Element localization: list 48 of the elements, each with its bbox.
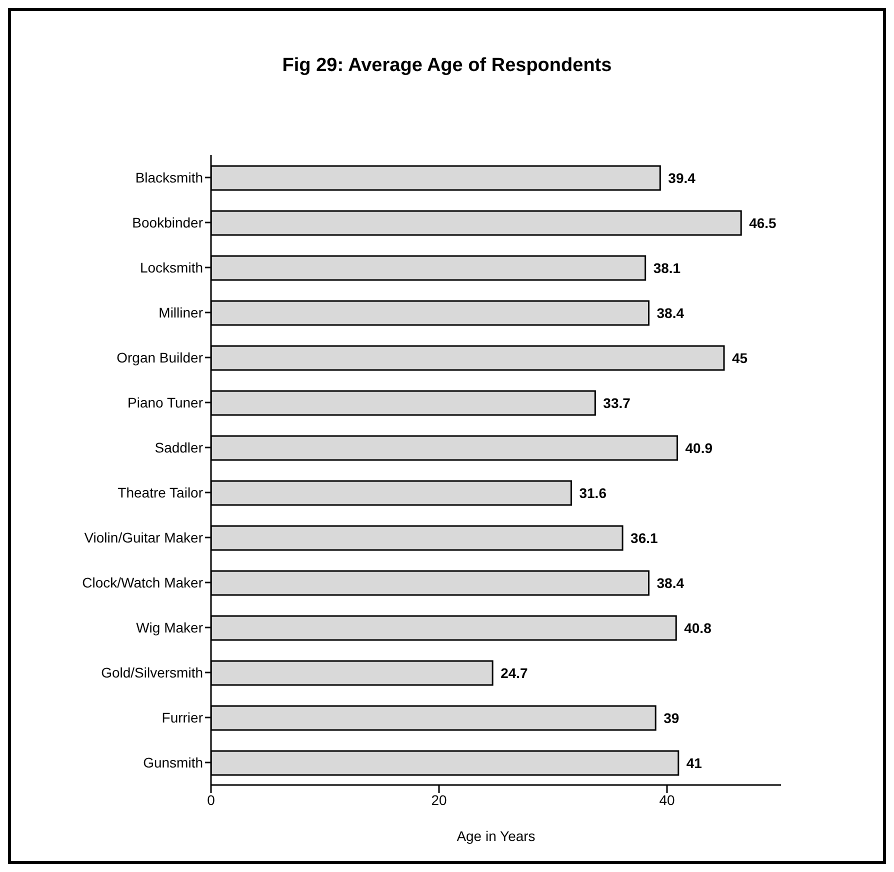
bar — [211, 525, 624, 551]
data-label: 36.1 — [630, 530, 658, 546]
data-label: 38.4 — [656, 304, 684, 321]
data-label: 39 — [664, 710, 680, 726]
bar — [211, 300, 650, 326]
bar — [211, 570, 650, 596]
bar — [211, 210, 742, 236]
y-tick-label: Theatre Tailor — [118, 484, 204, 500]
data-label: 41 — [686, 754, 702, 771]
y-tick-label: Saddler — [154, 439, 204, 456]
bar — [211, 345, 725, 371]
bar — [211, 480, 572, 506]
data-label: 45 — [732, 350, 748, 366]
data-label: 31.6 — [579, 484, 607, 501]
data-label: 33.7 — [603, 394, 631, 411]
x-tick-label: 40 — [659, 792, 675, 808]
bar — [211, 750, 680, 776]
data-label: 40.8 — [684, 620, 712, 636]
y-tick-label: Violin/Guitar Maker — [84, 529, 204, 546]
y-tick-label: Clock/Watch Maker — [82, 574, 204, 590]
y-tick-label: Locksmith — [140, 259, 203, 276]
data-label: 46.5 — [749, 214, 777, 231]
bar — [211, 390, 596, 416]
page-frame: Fig 29: Average Age of Respondents 0 20 40 Age in Years Blacksmith Bookbinder Locksmith Milliner Organ Builder Piano Tuner Saddler Theatre Tailor Violin/Guitar Maker Clock/Watch Maker Wig Maker Gold/Silversmith Furrier Gunsmith 39.4 46.5 38.1 38.4 45 33.7 40.9 31.6 36.1 38.4 40.8 24.7 39 41 — [8, 8, 886, 864]
bar — [211, 255, 646, 281]
x-axis-title: Age in Years — [456, 828, 536, 844]
y-tick-label: Wig Maker — [136, 619, 204, 636]
bar — [211, 615, 677, 641]
y-tick-label: Milliner — [158, 304, 204, 320]
data-label: 38.1 — [653, 260, 681, 276]
y-tick-label: Piano Tuner — [128, 394, 204, 410]
bar — [211, 660, 494, 686]
y-tick-label: Organ Builder — [116, 349, 204, 366]
bar — [211, 165, 661, 191]
data-label: 38.4 — [656, 574, 684, 591]
y-tick-label: Bookbinder — [132, 214, 204, 230]
x-tick-label: 0 — [207, 792, 216, 808]
data-label: 40.9 — [685, 440, 713, 456]
y-tick-label: Blacksmith — [135, 169, 203, 186]
bar — [211, 435, 678, 461]
data-label: 24.7 — [500, 664, 528, 681]
bar — [211, 705, 656, 731]
chart-title: Fig 29: Average Age of Respondents — [281, 55, 613, 78]
y-tick-label: Gunsmith — [143, 754, 203, 770]
data-label: 39.4 — [668, 170, 696, 186]
y-tick-label: Gold/Silversmith — [101, 664, 203, 680]
x-tick-label: 20 — [431, 792, 447, 808]
y-tick-label: Furrier — [162, 709, 204, 726]
